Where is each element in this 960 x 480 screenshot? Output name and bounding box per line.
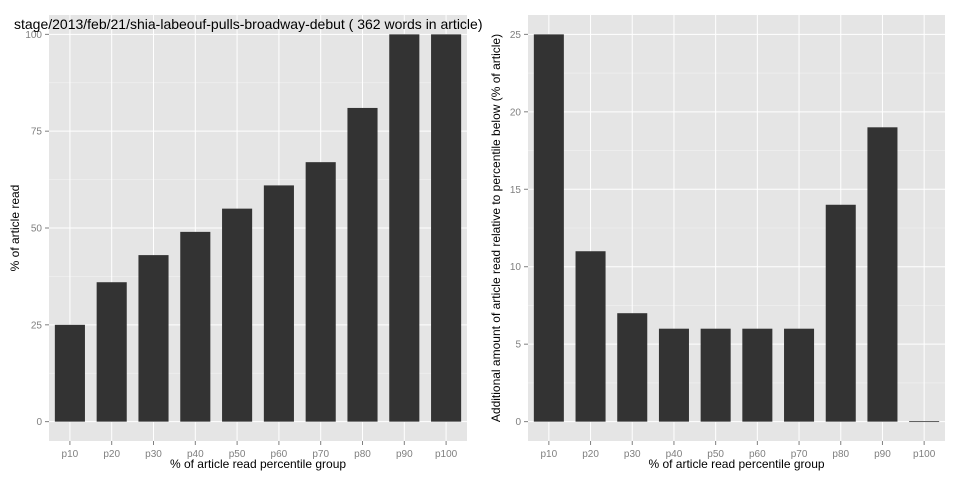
left-y-tick-label: 25 bbox=[31, 320, 43, 331]
left-bar-p70 bbox=[305, 162, 336, 422]
right-y-axis: 0 5 10 15 20 25 bbox=[510, 30, 528, 428]
right-bars bbox=[533, 34, 940, 423]
right-x-tick-label: p10 bbox=[541, 449, 558, 460]
right-y-tick-label: 20 bbox=[510, 107, 522, 118]
right-x-tick-label: p30 bbox=[624, 449, 641, 460]
left-y-axis: 0 25 50 75 100 bbox=[25, 30, 49, 428]
left-bar-p80 bbox=[347, 107, 378, 422]
right-y-tick-label: 5 bbox=[515, 340, 521, 351]
right-x-tick-label: p90 bbox=[874, 449, 891, 460]
right-bar-p10 bbox=[533, 34, 564, 422]
left-x-tick-label: p30 bbox=[145, 449, 162, 460]
left-x-axis: p10 p20 p30 p40 p50 p60 p70 p80 p90 p100 bbox=[62, 441, 458, 460]
left-y-tick-label: 75 bbox=[31, 127, 43, 138]
left-bar-p60 bbox=[263, 185, 294, 422]
right-x-axis: p10 p20 p30 p40 p50 p60 p70 p80 p90 p100 bbox=[541, 441, 936, 460]
left-x-tick-label: p90 bbox=[396, 449, 413, 460]
right-x-tick-label: p60 bbox=[749, 449, 766, 460]
left-bars bbox=[54, 34, 462, 422]
right-y-tick-label: 10 bbox=[510, 262, 522, 273]
left-y-axis-title: % of article read bbox=[8, 185, 22, 272]
left-x-tick-label: p100 bbox=[435, 449, 458, 460]
right-y-tick-label: 15 bbox=[510, 185, 522, 196]
left-x-axis-title: % of article read percentile group bbox=[170, 457, 346, 471]
right-x-tick-label: p40 bbox=[666, 449, 683, 460]
right-bar-p30 bbox=[617, 313, 648, 422]
left-x-tick-label: p60 bbox=[271, 449, 288, 460]
right-x-tick-label: p50 bbox=[707, 449, 724, 460]
right-x-tick-label: p20 bbox=[582, 449, 599, 460]
left-x-tick-label: p50 bbox=[229, 449, 246, 460]
left-bar-p100 bbox=[431, 34, 462, 422]
right-y-tick-label: 25 bbox=[510, 30, 522, 41]
left-x-tick-label: p10 bbox=[62, 449, 79, 460]
right-bar-p90 bbox=[867, 127, 898, 422]
left-y-tick-label: 0 bbox=[36, 417, 42, 428]
left-x-tick-label: p40 bbox=[187, 449, 204, 460]
right-x-tick-label: p70 bbox=[791, 449, 808, 460]
right-y-tick-label: 0 bbox=[515, 417, 521, 428]
left-bar-p90 bbox=[389, 34, 420, 422]
left-y-tick-label: 100 bbox=[25, 30, 42, 41]
right-bar-p60 bbox=[742, 328, 773, 422]
left-bar-p30 bbox=[138, 255, 169, 422]
left-bar-p50 bbox=[222, 208, 253, 422]
left-x-tick-label: p70 bbox=[312, 449, 329, 460]
left-bar-p20 bbox=[96, 282, 127, 422]
right-bar-p100 bbox=[909, 421, 940, 423]
left-bar-p10 bbox=[54, 324, 85, 422]
left-y-tick-label: 50 bbox=[31, 224, 43, 235]
right-bar-p80 bbox=[825, 204, 856, 422]
right-bar-p70 bbox=[784, 328, 815, 422]
right-bar-p20 bbox=[575, 251, 606, 422]
left-bar-p40 bbox=[180, 231, 211, 422]
left-x-tick-label: p80 bbox=[354, 449, 371, 460]
left-chart-title: stage/2013/feb/21/shia-labeouf-pulls-bro… bbox=[14, 16, 483, 32]
right-bar-p50 bbox=[700, 328, 731, 422]
left-x-tick-label: p20 bbox=[103, 449, 120, 460]
right-x-axis-title: % of article read percentile group bbox=[648, 457, 824, 471]
right-y-axis-title: Additional amount of article read relati… bbox=[489, 34, 503, 422]
right-x-tick-label: p80 bbox=[832, 449, 849, 460]
right-bar-p40 bbox=[658, 328, 689, 422]
right-x-tick-label: p100 bbox=[913, 449, 936, 460]
